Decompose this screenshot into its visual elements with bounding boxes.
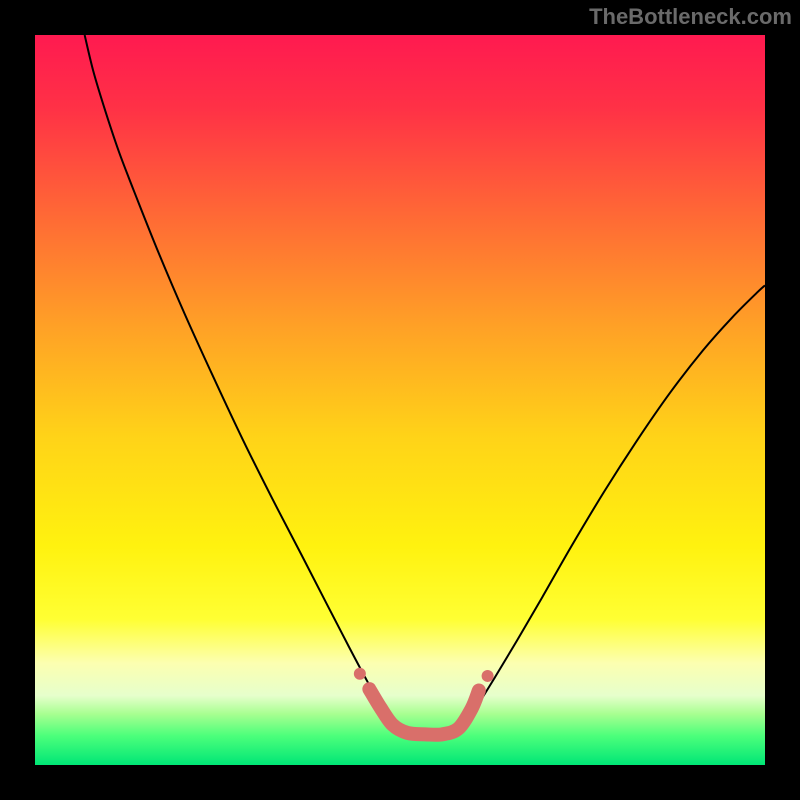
curve-overlay <box>35 35 765 765</box>
watermark-label: TheBottleneck.com <box>589 4 792 29</box>
trough-flourish-dots <box>354 668 494 682</box>
curve-left-branch <box>85 35 393 725</box>
trough-flourish <box>369 689 479 735</box>
watermark-text: TheBottleneck.com <box>589 4 792 30</box>
chart-plot-area <box>35 35 765 765</box>
curve-right-branch <box>462 285 765 727</box>
